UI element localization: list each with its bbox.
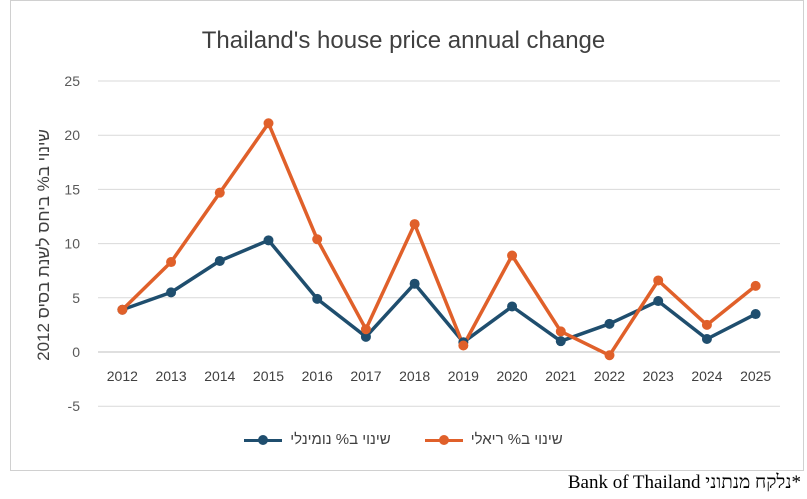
data-point-real — [750, 280, 761, 291]
chart-title: Thailand's house price annual change — [201, 27, 606, 54]
data-point-nominal — [312, 293, 323, 304]
data-point-nominal — [653, 296, 664, 307]
x-tick-label: 2019 — [448, 368, 479, 384]
source-note: *נלקח מנתוני Bank of Thailand — [567, 472, 801, 493]
data-point-real — [701, 319, 712, 330]
data-point-nominal — [214, 255, 225, 266]
data-point-real — [409, 219, 420, 230]
y-tick-label: -5 — [68, 398, 81, 414]
x-tick-label: 2014 — [204, 368, 235, 384]
data-point-nominal — [166, 287, 177, 298]
legend: שינוי ב% נומינלי שינוי ב% ריאלי — [0, 431, 807, 448]
legend-swatch-real — [424, 433, 463, 447]
x-tick-label: 2015 — [253, 368, 284, 384]
x-tick-label: 2021 — [545, 368, 576, 384]
data-point-nominal — [701, 333, 712, 344]
x-tick-label: 2023 — [643, 368, 674, 384]
data-point-nominal — [555, 336, 566, 347]
data-point-real — [507, 250, 518, 261]
data-point-nominal — [409, 278, 420, 289]
data-point-nominal — [263, 235, 274, 246]
y-tick-label: 0 — [72, 344, 80, 360]
x-tick-label: 2020 — [496, 368, 527, 384]
chart-frame — [10, 0, 804, 471]
x-tick-label: 2017 — [350, 368, 381, 384]
y-tick-label: 5 — [72, 290, 80, 306]
data-point-real — [312, 234, 323, 245]
legend-swatch-nominal — [244, 433, 283, 447]
data-point-real — [263, 118, 274, 129]
y-tick-label: 25 — [64, 73, 80, 89]
data-point-real — [458, 340, 469, 351]
data-point-nominal — [750, 309, 761, 320]
x-tick-label: 2018 — [399, 368, 430, 384]
legend-label-nominal: שינוי ב% נומינלי — [290, 431, 391, 448]
data-point-real — [117, 304, 128, 315]
data-point-real — [604, 350, 615, 361]
data-point-nominal — [604, 318, 615, 329]
legend-item-real: שינוי ב% ריאלי — [424, 431, 563, 448]
data-point-real — [166, 257, 177, 268]
x-tick-label: 2022 — [594, 368, 625, 384]
legend-label-real: שינוי ב% ריאלי — [470, 431, 563, 448]
data-point-real — [214, 187, 225, 198]
y-tick-label: 10 — [64, 236, 80, 252]
series-line-real — [121, 121, 757, 358]
data-point-real — [555, 326, 566, 337]
data-point-nominal — [507, 301, 518, 312]
data-point-real — [360, 324, 371, 335]
x-tick-label: 2012 — [107, 368, 138, 384]
x-tick-label: 2025 — [740, 368, 771, 384]
series-line-nominal — [121, 238, 757, 344]
x-tick-label: 2013 — [155, 368, 186, 384]
data-point-real — [653, 275, 664, 286]
legend-item-nominal: שינוי ב% נומינלי — [244, 431, 391, 448]
data-point-nominal — [360, 331, 371, 342]
y-tick-label: 15 — [64, 181, 80, 197]
x-tick-label: 2016 — [302, 368, 333, 384]
y-tick-label: 20 — [64, 127, 80, 143]
x-tick-label: 2024 — [691, 368, 722, 384]
